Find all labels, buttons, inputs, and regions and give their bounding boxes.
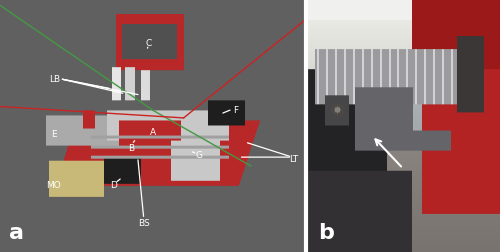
- Text: LB: LB: [49, 75, 60, 84]
- Text: B: B: [128, 143, 134, 152]
- Text: A: A: [150, 128, 156, 137]
- Text: G: G: [196, 150, 203, 160]
- Text: BS: BS: [138, 218, 149, 228]
- Text: LT: LT: [289, 155, 298, 164]
- Text: MO: MO: [46, 181, 61, 190]
- Text: E: E: [50, 129, 56, 138]
- Text: b: b: [318, 222, 334, 242]
- Text: F: F: [233, 105, 238, 114]
- Text: D: D: [110, 180, 116, 189]
- Text: C: C: [146, 38, 152, 47]
- Text: a: a: [9, 222, 24, 242]
